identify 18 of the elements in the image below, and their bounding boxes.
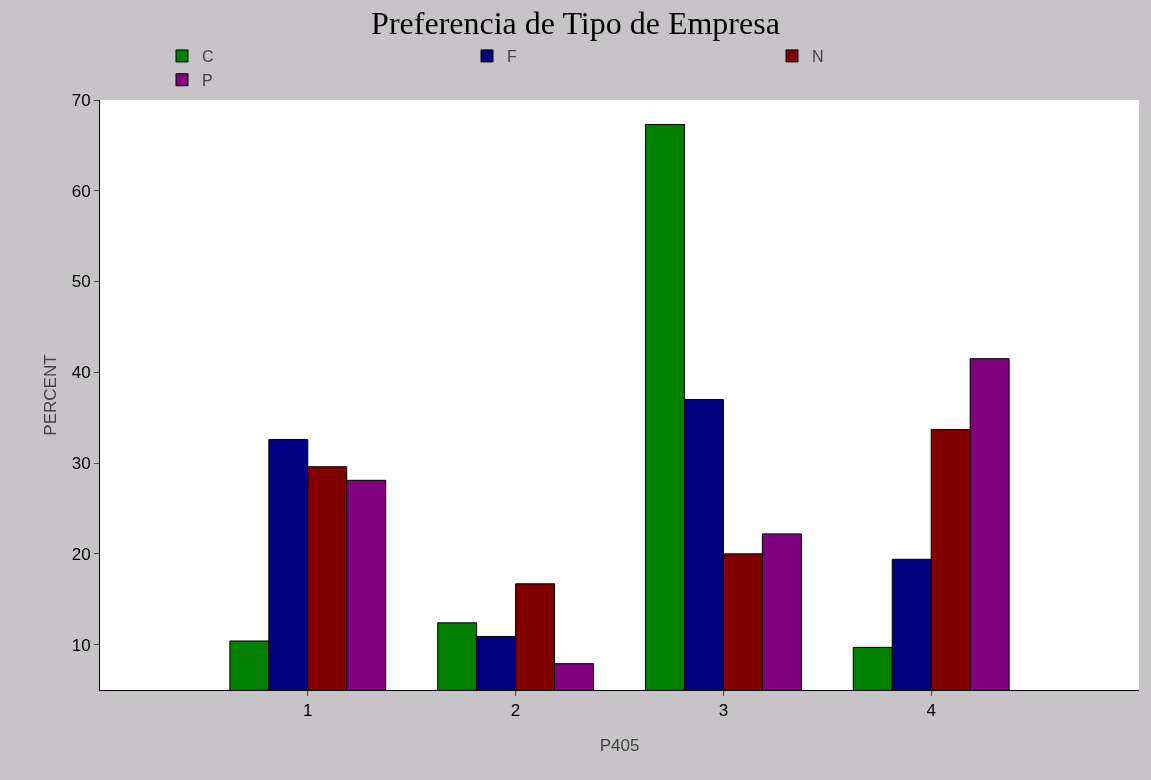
legend-label: N [812,48,824,66]
x-tick-label: 1 [303,701,313,721]
y-tick-label: 50 [71,272,91,292]
y-tick-label: 40 [71,363,91,383]
y-tick-label: 70 [71,90,91,110]
y-tick-label: 20 [71,544,91,564]
legend-label: P [202,71,213,89]
legend-label: C [202,48,214,66]
chart-title: Preferencia de Tipo de Empresa [371,5,780,42]
y-tick-label: 30 [71,454,91,474]
y-axis-title: PERCENT [41,354,60,436]
x-tick-label: 3 [718,701,729,721]
x-tick-label: 2 [510,701,521,721]
x-tick-label: 4 [926,701,936,721]
legend-label: F [507,48,517,66]
y-tick-label: 60 [71,181,91,201]
y-tick-label: 10 [71,635,91,655]
x-axis-title: P405 [599,736,640,755]
